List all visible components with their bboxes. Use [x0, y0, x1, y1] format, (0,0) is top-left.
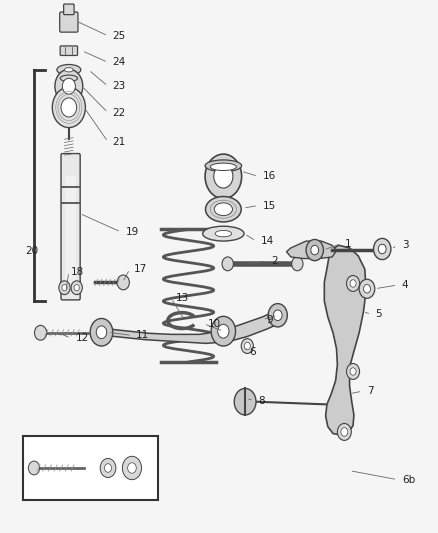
Circle shape [52, 87, 85, 127]
FancyBboxPatch shape [60, 46, 78, 55]
Circle shape [105, 464, 112, 472]
Circle shape [100, 458, 116, 478]
Ellipse shape [205, 197, 241, 222]
Text: 6: 6 [250, 348, 256, 358]
Text: 8: 8 [258, 395, 265, 406]
Ellipse shape [214, 203, 233, 216]
Text: 11: 11 [136, 330, 149, 341]
Text: 21: 21 [113, 137, 126, 147]
Text: 2: 2 [271, 256, 278, 266]
Ellipse shape [215, 230, 232, 237]
Text: 17: 17 [134, 264, 147, 274]
Circle shape [205, 154, 242, 199]
Circle shape [306, 239, 323, 261]
Ellipse shape [64, 68, 73, 72]
Circle shape [222, 257, 233, 271]
Ellipse shape [210, 163, 237, 171]
Circle shape [117, 275, 129, 290]
Text: 18: 18 [71, 267, 84, 277]
Text: 13: 13 [176, 293, 189, 303]
Circle shape [341, 427, 348, 436]
Circle shape [55, 69, 83, 103]
Text: 14: 14 [260, 236, 274, 246]
Circle shape [378, 244, 386, 254]
Circle shape [337, 423, 351, 440]
Bar [23, 436, 158, 500]
Circle shape [90, 318, 113, 346]
Text: 22: 22 [113, 108, 126, 118]
Text: 1: 1 [345, 239, 352, 249]
Polygon shape [95, 309, 286, 343]
Ellipse shape [57, 64, 81, 75]
Text: 12: 12 [75, 333, 88, 343]
Ellipse shape [205, 160, 242, 172]
Circle shape [241, 338, 253, 353]
Circle shape [122, 456, 141, 480]
Text: 6b: 6b [402, 475, 415, 484]
Text: 23: 23 [113, 81, 126, 91]
Text: 20: 20 [25, 246, 39, 256]
Circle shape [74, 285, 79, 291]
Circle shape [234, 389, 256, 415]
Bar [65, 176, 76, 288]
Circle shape [292, 257, 303, 271]
Text: 7: 7 [367, 386, 374, 396]
Circle shape [218, 324, 229, 338]
Text: 16: 16 [262, 172, 276, 181]
FancyBboxPatch shape [60, 12, 78, 32]
Circle shape [374, 238, 391, 260]
Text: 25: 25 [113, 31, 126, 41]
Text: 4: 4 [402, 280, 408, 290]
Circle shape [268, 304, 287, 327]
Text: 9: 9 [267, 314, 273, 325]
Circle shape [28, 461, 40, 475]
Circle shape [350, 368, 356, 375]
Text: 10: 10 [208, 319, 221, 329]
Text: 3: 3 [402, 240, 408, 251]
Text: 19: 19 [125, 227, 139, 237]
Circle shape [364, 285, 371, 293]
FancyBboxPatch shape [64, 4, 74, 14]
Ellipse shape [60, 75, 78, 82]
Text: 15: 15 [262, 200, 276, 211]
Circle shape [61, 98, 77, 117]
Text: 5: 5 [376, 309, 382, 319]
Circle shape [346, 276, 360, 292]
Ellipse shape [203, 226, 244, 241]
Circle shape [127, 463, 136, 473]
Circle shape [35, 325, 47, 340]
Circle shape [211, 317, 236, 346]
Polygon shape [324, 245, 366, 435]
Circle shape [244, 342, 251, 350]
Circle shape [62, 78, 75, 94]
Text: 24: 24 [113, 58, 126, 67]
Polygon shape [286, 241, 336, 259]
Circle shape [350, 280, 356, 287]
Circle shape [359, 279, 375, 298]
Circle shape [96, 326, 107, 338]
Circle shape [59, 281, 70, 295]
Circle shape [62, 285, 67, 291]
Circle shape [311, 245, 319, 255]
Circle shape [71, 281, 82, 295]
Circle shape [273, 310, 282, 320]
FancyBboxPatch shape [61, 154, 80, 300]
Circle shape [214, 165, 233, 188]
Circle shape [346, 364, 360, 379]
